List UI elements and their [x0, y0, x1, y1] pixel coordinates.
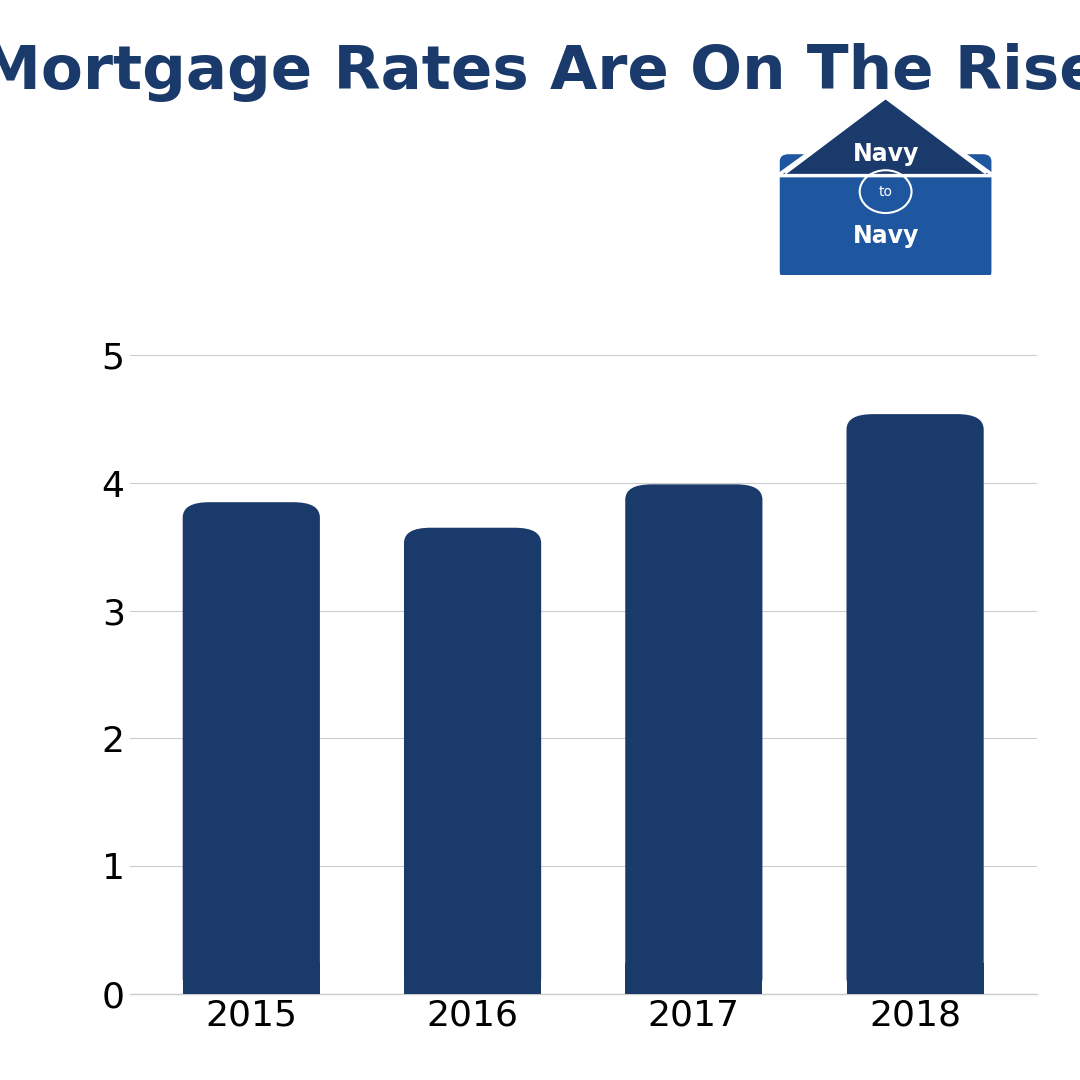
Bar [183, 963, 320, 994]
Bar [625, 963, 762, 994]
Polygon shape [778, 97, 994, 176]
FancyBboxPatch shape [183, 502, 320, 994]
Text: Navy: Navy [852, 143, 919, 166]
FancyBboxPatch shape [847, 414, 984, 994]
Bar [404, 963, 541, 994]
Text: Mortgage Rates Are On The Rise: Mortgage Rates Are On The Rise [0, 43, 1080, 103]
FancyBboxPatch shape [780, 154, 991, 279]
Text: Navy: Navy [852, 225, 919, 248]
FancyBboxPatch shape [404, 528, 541, 994]
FancyBboxPatch shape [625, 484, 762, 994]
Text: to: to [879, 185, 892, 199]
Bar [847, 963, 984, 994]
